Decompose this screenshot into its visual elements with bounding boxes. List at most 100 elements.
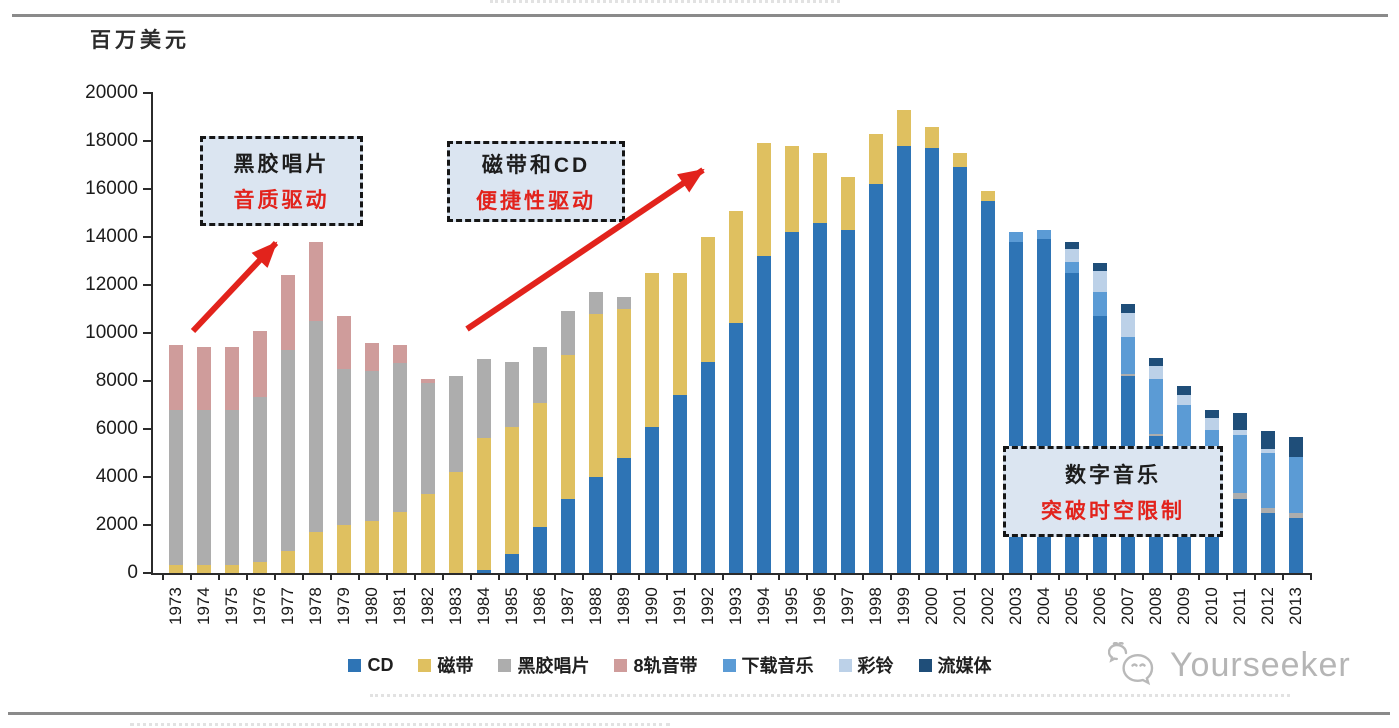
legend-label-cd: CD — [367, 654, 394, 675]
x-axis-tick — [386, 573, 388, 580]
bar-segment-streaming-2008 — [1149, 358, 1163, 367]
bar-segment-cassette-1985 — [505, 426, 519, 554]
legend-item-download: 下载音乐 — [722, 652, 814, 678]
x-axis-year-label: 1986 — [530, 587, 549, 625]
x-axis-year-label: 1989 — [614, 587, 633, 625]
bar-segment-download-2006 — [1093, 292, 1107, 317]
y-axis-tick-label: 8000 — [95, 370, 138, 391]
bar-segment-cassette-1975 — [225, 564, 239, 573]
bar-segment-cd-2013 — [1289, 517, 1303, 573]
bar-segment-cd-1997 — [841, 229, 855, 573]
bar-segment-vinyl-1973 — [169, 409, 183, 565]
bar-segment-vinyl-1982 — [421, 383, 435, 494]
y-axis-tick — [143, 476, 151, 478]
legend-item-cassette: 磁带 — [418, 652, 473, 678]
watermark: Yourseeker — [1108, 642, 1351, 688]
x-axis-year-label: 2012 — [1258, 587, 1277, 625]
bar-segment-vinyl-1980 — [365, 371, 379, 522]
x-axis-year-label: 1993 — [726, 587, 745, 625]
x-axis-year-label: 2009 — [1174, 587, 1193, 625]
bar-segment-vinyl-1978 — [309, 321, 323, 533]
x-axis-year-label: 2013 — [1286, 587, 1305, 625]
bar-segment-cassette-1977 — [281, 551, 295, 573]
bar-segment-cassette-1987 — [561, 354, 575, 499]
x-axis-tick — [358, 573, 360, 580]
wechat-icon — [1108, 642, 1154, 686]
x-axis-tick — [722, 573, 724, 580]
legend-item-vinyl: 黑胶唱片 — [498, 652, 589, 678]
arrow-vinyl-era — [190, 240, 279, 334]
bar-segment-cassette-1995 — [785, 145, 799, 233]
x-axis-tick — [582, 573, 584, 580]
x-axis-tick — [638, 573, 640, 580]
y-axis-tick — [143, 236, 151, 238]
bar-segment-8track-1978 — [309, 241, 323, 321]
bar-segment-cassette-1976 — [253, 562, 267, 573]
bar-segment-cassette-1989 — [617, 309, 631, 458]
bar-segment-cd-2011 — [1233, 498, 1247, 573]
x-axis-tick — [1002, 573, 1004, 580]
bar-segment-8track-1982 — [421, 378, 435, 384]
x-axis-tick — [442, 573, 444, 580]
x-axis-tick — [1170, 573, 1172, 580]
y-axis-tick — [143, 380, 151, 382]
x-axis-year-label: 2010 — [1202, 587, 1221, 625]
bar-segment-cd-1990 — [645, 426, 659, 573]
bar-segment-ringtone-2011 — [1233, 430, 1247, 435]
annotation-digital-subtitle: 突破时空限制 — [1041, 499, 1185, 523]
annotation-cassette-cd-title: 磁带和CD — [481, 153, 591, 177]
x-axis-year-label: 2002 — [978, 587, 997, 625]
bar-segment-download-2003 — [1009, 232, 1023, 242]
y-axis-tick — [143, 92, 151, 94]
bar-segment-streaming-2011 — [1233, 413, 1247, 431]
x-axis-year-label: 1992 — [698, 587, 717, 625]
bar-segment-cd-2012 — [1261, 513, 1275, 573]
x-axis-tick — [1254, 573, 1256, 580]
bar-segment-cassette-1988 — [589, 313, 603, 477]
bar-segment-cassette-2000 — [925, 126, 939, 149]
bar-segment-ringtone-2005 — [1065, 249, 1079, 262]
y-axis-tick-label: 4000 — [95, 466, 138, 487]
bar-segment-cassette-1983 — [449, 472, 463, 573]
x-axis-tick — [1030, 573, 1032, 580]
x-axis-year-label: 1974 — [194, 587, 213, 625]
bar-segment-8track-1977 — [281, 275, 295, 350]
bar-segment-cassette-1999 — [897, 109, 911, 146]
cropped-text-artifact-bottom-1 — [370, 694, 1290, 697]
bar-segment-cassette-1980 — [365, 521, 379, 573]
x-axis-year-label: 1982 — [418, 587, 437, 625]
x-axis-year-label: 2003 — [1006, 587, 1025, 625]
y-axis-line — [151, 92, 153, 575]
top-divider — [12, 14, 1388, 17]
bar-segment-vinyl-2007 — [1121, 373, 1135, 377]
bar-segment-cd-1987 — [561, 498, 575, 573]
bar-segment-cd-2000 — [925, 148, 939, 573]
x-axis-tick — [162, 573, 164, 580]
bar-segment-cassette-1997 — [841, 177, 855, 230]
legend-item-8track: 8轨音带 — [614, 652, 698, 678]
x-axis-tick — [1226, 573, 1228, 580]
x-axis-year-label: 1985 — [502, 587, 521, 625]
x-axis-tick — [498, 573, 500, 580]
bar-segment-vinyl-1989 — [617, 297, 631, 309]
x-axis-tick — [1198, 573, 1200, 580]
x-axis-year-label: 1987 — [558, 587, 577, 625]
bar-segment-cassette-1984 — [477, 438, 491, 571]
x-axis-year-label: 1973 — [166, 587, 185, 625]
x-axis-year-label: 1984 — [474, 587, 493, 625]
bar-segment-ringtone-2008 — [1149, 366, 1163, 379]
x-axis-tick — [1058, 573, 1060, 580]
x-axis-tick — [1310, 573, 1312, 580]
x-axis-tick — [778, 573, 780, 580]
x-axis-year-label: 2000 — [922, 587, 941, 625]
y-axis-tick — [143, 332, 151, 334]
x-axis-tick — [974, 573, 976, 580]
x-axis-year-label: 1998 — [866, 587, 885, 625]
bar-segment-streaming-2006 — [1093, 263, 1107, 272]
x-axis-year-label: 1976 — [250, 587, 269, 625]
bar-segment-ringtone-2006 — [1093, 271, 1107, 293]
bar-segment-cassette-1998 — [869, 133, 883, 185]
bar-segment-cassette-2002 — [981, 191, 995, 201]
bar-segment-cassette-1993 — [729, 210, 743, 324]
x-axis-year-label: 1997 — [838, 587, 857, 625]
